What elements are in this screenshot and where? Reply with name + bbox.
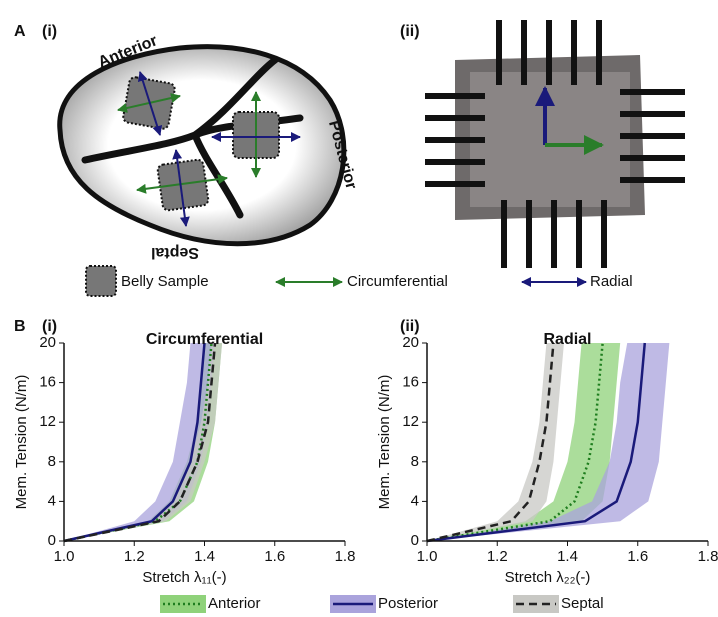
- legend-label: Radial: [590, 273, 633, 290]
- legend-label: Septal: [561, 595, 604, 612]
- x-axis-label: Stretch λ₁₁(-): [142, 569, 226, 586]
- x-tick-label: 1.8: [698, 548, 718, 565]
- panel-label: (i): [42, 318, 57, 335]
- y-tick-label: 12: [39, 413, 56, 430]
- y-tick-label: 12: [402, 413, 419, 430]
- y-tick-label: 8: [48, 453, 56, 470]
- panel-label: (ii): [400, 318, 420, 335]
- x-tick-label: 1.8: [335, 548, 356, 565]
- region-label: Septal: [151, 244, 199, 261]
- x-tick-label: 1.0: [54, 548, 75, 565]
- chart-title: Radial: [543, 331, 591, 348]
- band: [64, 343, 223, 541]
- x-axis-label: Stretch λ₂₂(-): [505, 569, 591, 586]
- x-tick-label: 1.2: [124, 548, 145, 565]
- x-tick-label: 1.2: [487, 548, 508, 565]
- x-tick-label: 1.6: [627, 548, 648, 565]
- legend-swatch: [85, 265, 117, 297]
- x-tick-label: 1.4: [557, 548, 578, 565]
- leaflet-photo: [425, 20, 685, 268]
- y-tick-label: 4: [411, 492, 419, 509]
- y-tick-label: 4: [48, 492, 56, 509]
- x-tick-label: 1.6: [264, 548, 285, 565]
- series-line: [63, 342, 206, 543]
- y-tick-label: 0: [48, 532, 56, 549]
- series-line: [426, 342, 647, 543]
- panel-label: A: [14, 23, 26, 40]
- y-axis-label: Mem. Tension (N/m): [376, 375, 393, 510]
- band: [64, 343, 216, 541]
- band: [427, 343, 564, 541]
- x-tick-label: 1.4: [194, 548, 215, 565]
- y-tick-label: 16: [39, 374, 56, 391]
- y-tick-label: 8: [411, 453, 419, 470]
- y-tick-label: 16: [402, 374, 419, 391]
- legend-label: Anterior: [208, 595, 261, 612]
- y-axis-label: Mem. Tension (N/m): [13, 375, 30, 510]
- y-tick-label: 20: [402, 334, 419, 351]
- panel-label: (i): [42, 23, 57, 40]
- series-line: [426, 342, 555, 543]
- x-tick-label: 1.0: [417, 548, 438, 565]
- y-tick-label: 0: [411, 532, 419, 549]
- band: [427, 343, 670, 541]
- legend-label: Belly Sample: [121, 273, 209, 290]
- panel-label: B: [14, 318, 26, 335]
- y-tick-label: 20: [39, 334, 56, 351]
- chart-title: Circumferential: [146, 331, 263, 348]
- panel-label: (ii): [400, 23, 420, 40]
- legend-label: Posterior: [378, 595, 438, 612]
- band: [427, 343, 621, 541]
- belly-samples: [117, 71, 301, 227]
- series-line: [63, 342, 217, 543]
- legend-label: Circumferential: [347, 273, 448, 290]
